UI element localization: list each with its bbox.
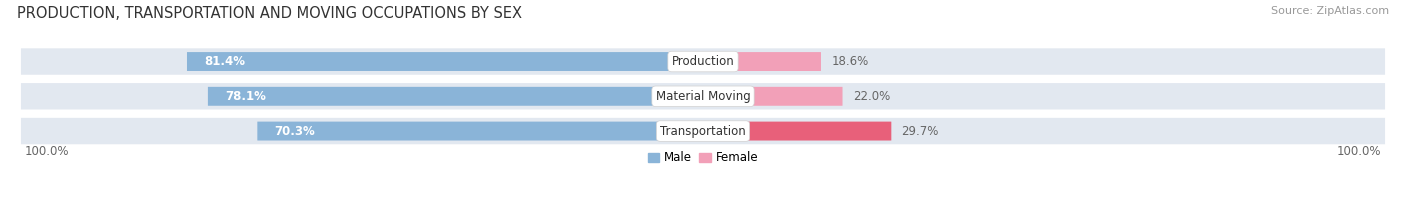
FancyBboxPatch shape: [208, 87, 703, 106]
FancyBboxPatch shape: [257, 122, 703, 140]
Text: Production: Production: [672, 55, 734, 68]
Text: 70.3%: 70.3%: [274, 125, 315, 138]
FancyBboxPatch shape: [703, 87, 842, 106]
FancyBboxPatch shape: [21, 118, 1385, 144]
Text: 22.0%: 22.0%: [853, 90, 890, 103]
Text: 78.1%: 78.1%: [225, 90, 266, 103]
Text: 81.4%: 81.4%: [204, 55, 245, 68]
Text: 100.0%: 100.0%: [1337, 145, 1382, 158]
FancyBboxPatch shape: [21, 48, 1385, 75]
Text: PRODUCTION, TRANSPORTATION AND MOVING OCCUPATIONS BY SEX: PRODUCTION, TRANSPORTATION AND MOVING OC…: [17, 6, 522, 21]
Text: Source: ZipAtlas.com: Source: ZipAtlas.com: [1271, 6, 1389, 16]
Text: 29.7%: 29.7%: [901, 125, 939, 138]
Text: 100.0%: 100.0%: [24, 145, 69, 158]
Text: Transportation: Transportation: [661, 125, 745, 138]
Legend: Male, Female: Male, Female: [643, 147, 763, 169]
FancyBboxPatch shape: [187, 52, 703, 71]
FancyBboxPatch shape: [703, 122, 891, 140]
FancyBboxPatch shape: [703, 52, 821, 71]
FancyBboxPatch shape: [21, 83, 1385, 110]
Text: Material Moving: Material Moving: [655, 90, 751, 103]
Text: 18.6%: 18.6%: [831, 55, 869, 68]
